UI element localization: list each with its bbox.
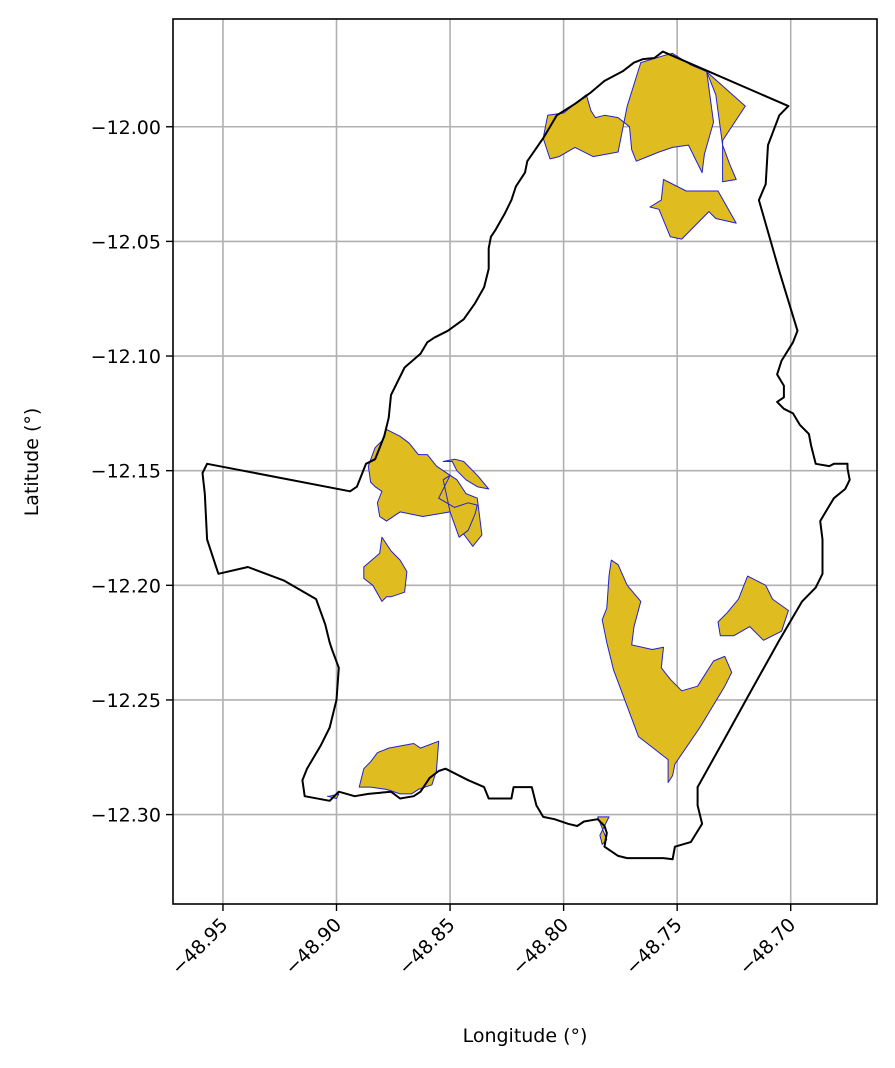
highlighted-area bbox=[358, 740, 440, 795]
y-tick-label: −12.05 bbox=[91, 231, 161, 253]
municipality-boundary bbox=[201, 50, 851, 861]
highlighted-area bbox=[442, 458, 490, 490]
y-tick-label: −12.10 bbox=[91, 346, 161, 368]
highlighted-area bbox=[717, 575, 789, 641]
y-tick-label: −12.25 bbox=[91, 690, 161, 712]
plot-frame bbox=[172, 18, 878, 905]
x-tick-label: −48.80 bbox=[508, 914, 573, 979]
highlighted-area bbox=[363, 536, 408, 602]
highlighted-area bbox=[438, 474, 478, 538]
y-tick-label: −12.15 bbox=[91, 461, 161, 483]
x-tick-label: −48.75 bbox=[621, 914, 686, 979]
x-tick-label: −48.95 bbox=[167, 914, 232, 979]
highlighted-area bbox=[649, 179, 737, 240]
highlighted-area bbox=[542, 52, 714, 174]
highlighted-area bbox=[601, 559, 733, 783]
y-tick-label: −12.30 bbox=[91, 805, 161, 827]
x-axis-label: Longitude (°) bbox=[463, 1025, 588, 1047]
highlighted-areas bbox=[326, 52, 789, 845]
y-axis-ticks: −12.00 −12.05 −12.10 −12.15 −12.20 −12.25 −12.… bbox=[91, 117, 173, 827]
x-tick-label: −48.70 bbox=[735, 914, 800, 979]
x-tick-label: −48.85 bbox=[394, 914, 459, 979]
boundary-outline bbox=[201, 50, 851, 861]
highlighted-area bbox=[597, 816, 610, 845]
y-axis-label: Latitude (°) bbox=[21, 408, 43, 517]
y-tick-label: −12.00 bbox=[91, 117, 161, 139]
x-axis-ticks: −48.95 −48.90 −48.85 −48.80 −48.75 −48.70 bbox=[167, 904, 800, 979]
x-tick-label: −48.90 bbox=[281, 914, 346, 979]
y-tick-label: −12.20 bbox=[91, 575, 161, 597]
highlighted-area bbox=[706, 71, 746, 183]
grid-lines bbox=[173, 19, 877, 904]
